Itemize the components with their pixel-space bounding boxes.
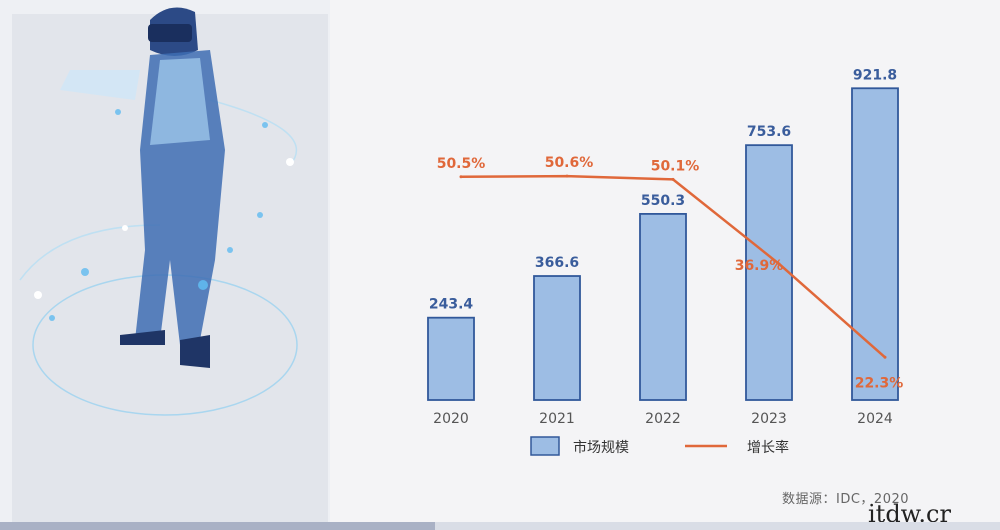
growth-point [777,262,781,266]
growth-rate-label: 50.5% [437,156,486,172]
scroll-progress-bar[interactable] [0,522,1000,530]
growth-rate-label: 50.6% [545,155,594,171]
bar-2024 [851,87,899,401]
labels-layer: 243.4 2020 366.6 2021 550.3 2022 753.6 2023 921.… [429,67,903,427]
market-chart: 243.4 2020 366.6 2021 550.3 2022 753.6 2023 921.… [427,67,903,456]
bar-2023 [745,144,793,401]
legend-bar-label: 市场规模 [573,439,629,456]
growth-rate-label: 36.9% [735,258,784,274]
growth-point [671,177,675,181]
vr-headset-person-icon [49,7,268,368]
bar-value-label: 366.6 [535,255,579,271]
bar-value-label: 550.3 [641,193,685,209]
x-tick-label: 2022 [645,411,681,427]
growth-point [459,175,463,179]
bar-2020 [427,316,475,401]
bar-value-label: 753.6 [747,124,791,140]
x-tick-label: 2020 [433,411,469,427]
growth-point [565,174,569,178]
bar-2022 [639,212,687,401]
legend-bar-swatch [530,436,560,456]
x-tick-label: 2023 [751,411,787,427]
scroll-progress-fill [0,522,435,530]
bars-layer [427,87,899,401]
legend: 市场规模 增长率 [530,436,789,456]
growth-line-layer [459,174,887,359]
growth-rate-label: 50.1% [651,158,700,174]
x-tick-label: 2021 [539,411,575,427]
growth-rate-label: 22.3% [855,375,904,391]
bar-value-label: 243.4 [429,297,474,313]
growth-point [883,355,887,359]
legend-line-label: 增长率 [747,439,789,456]
x-tick-label: 2024 [857,411,893,427]
source-text: 数据源：IDC，2020 [782,492,910,507]
bar-2021 [533,275,581,401]
bar-value-label: 921.8 [853,67,897,83]
vr-illustration [0,0,330,530]
